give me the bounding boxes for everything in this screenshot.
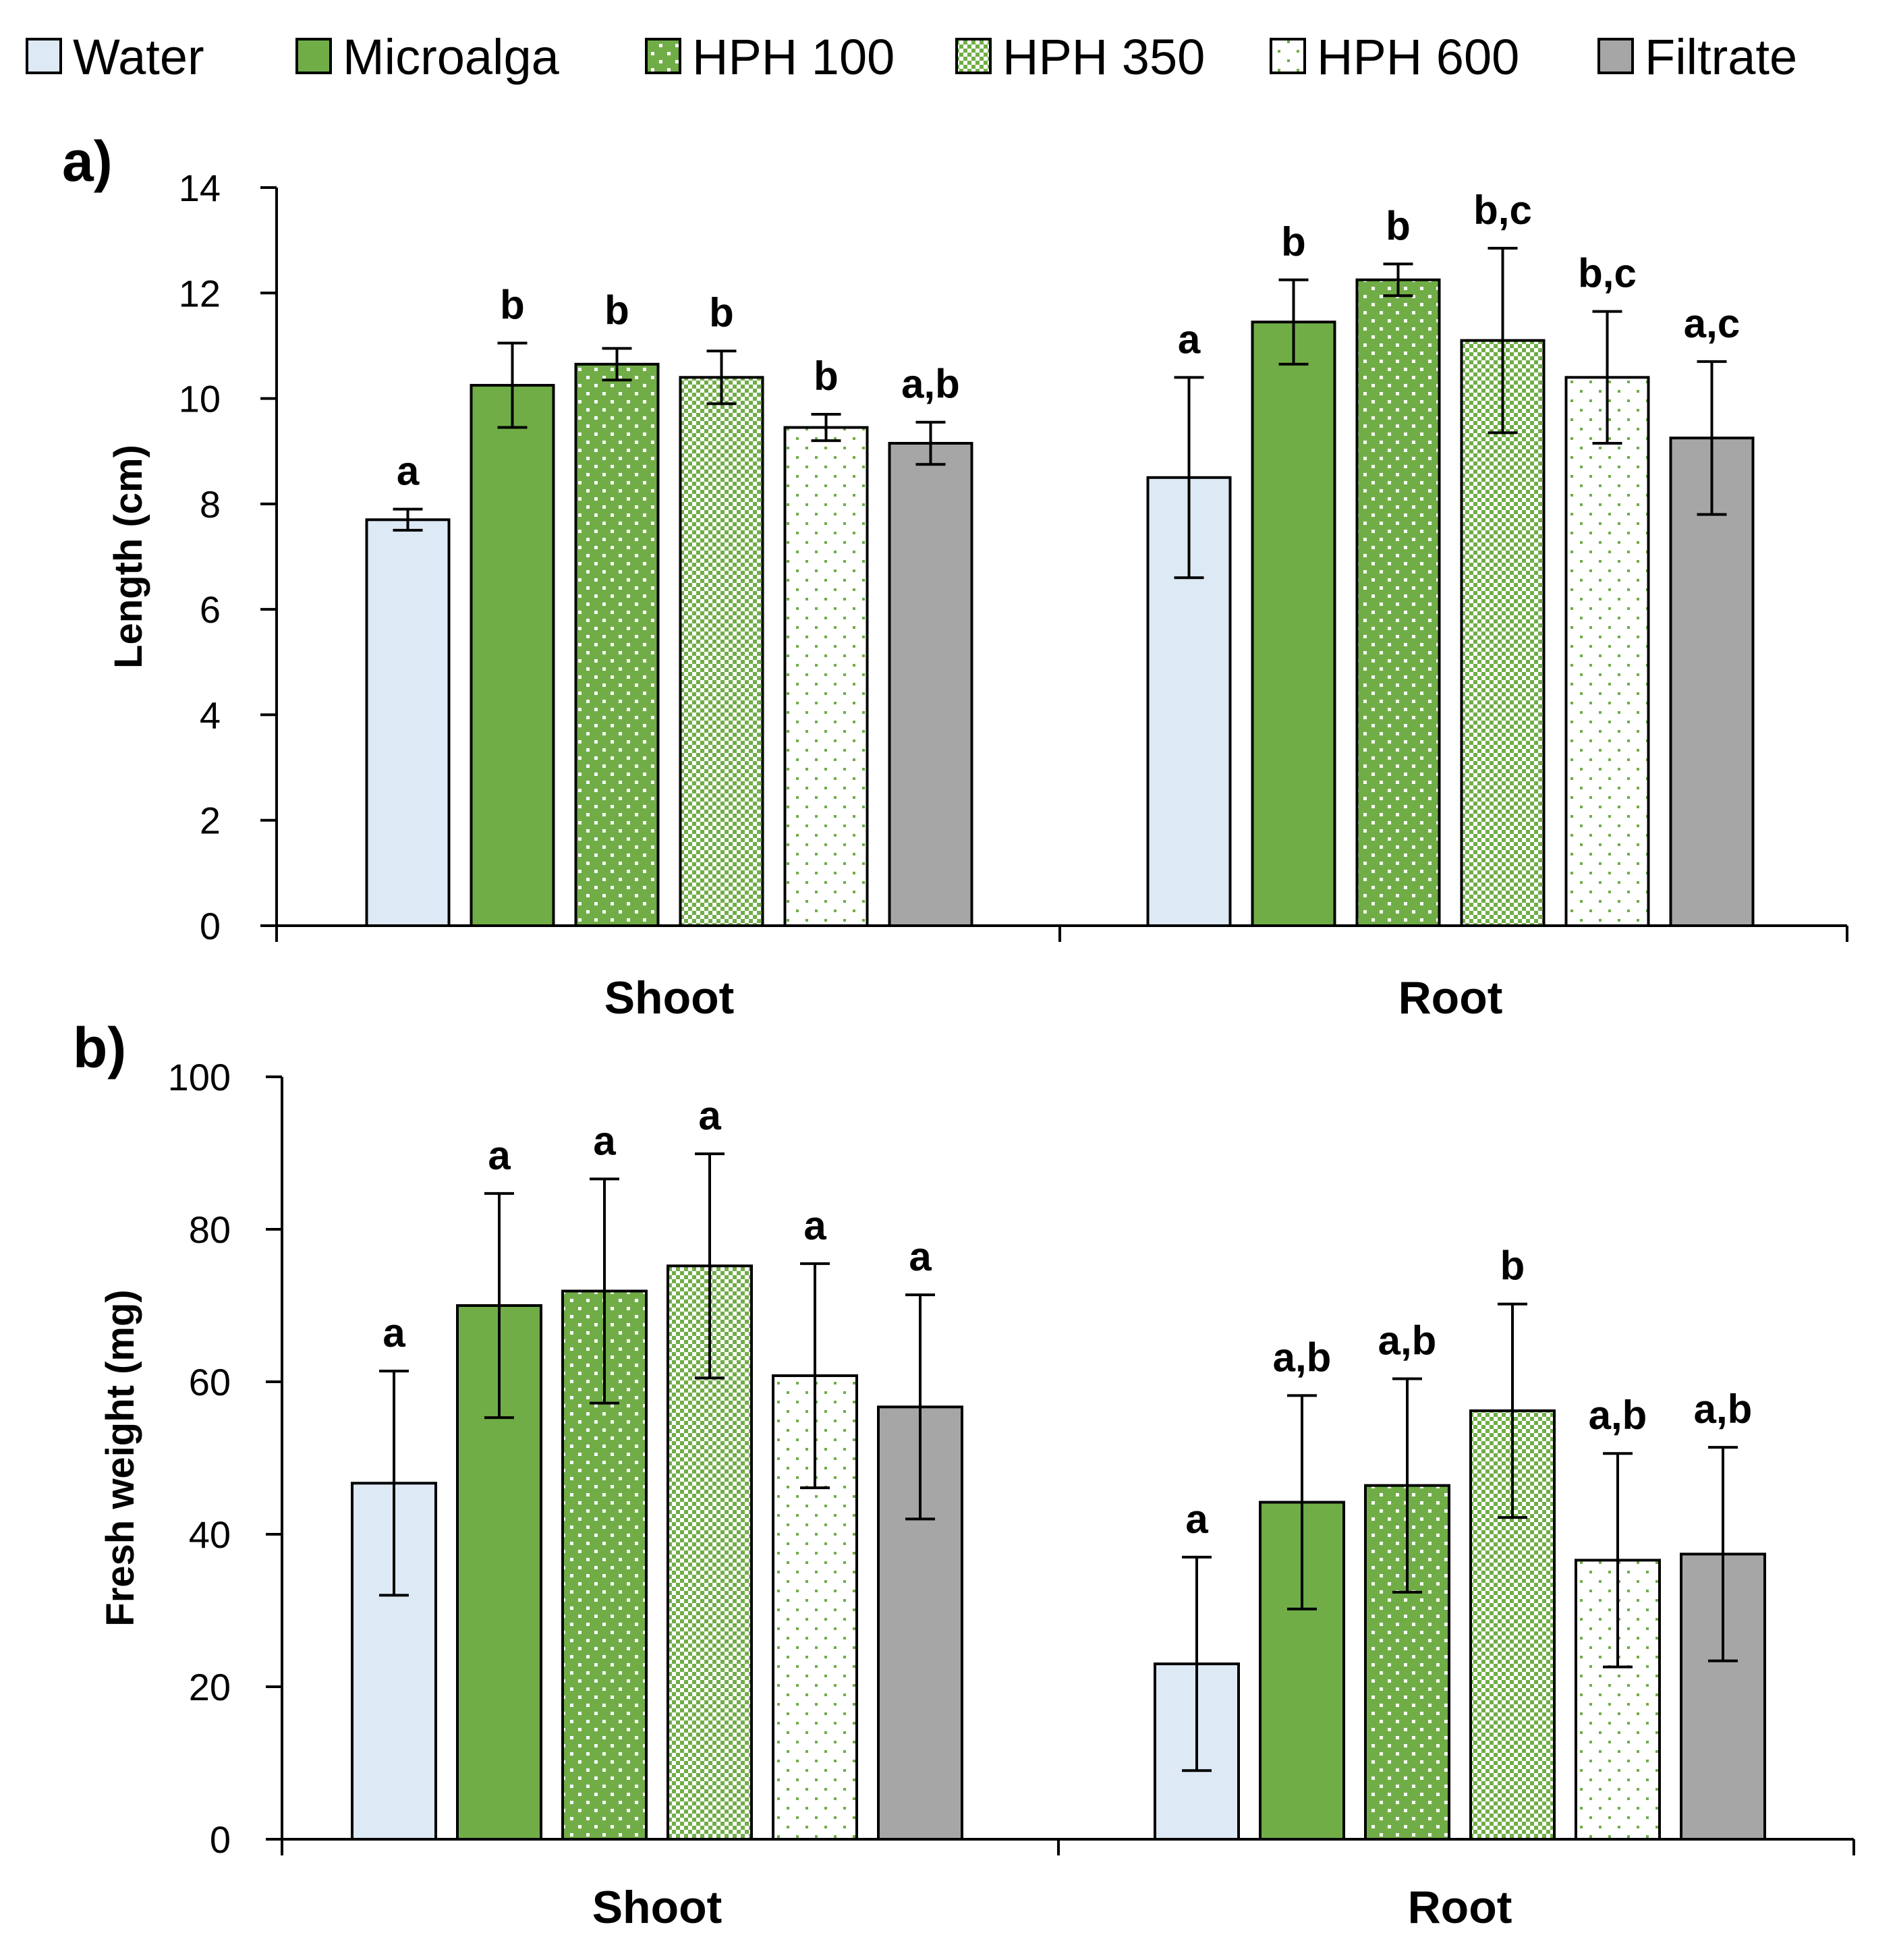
significance-letter: a xyxy=(698,1093,721,1138)
legend-label-water: Water xyxy=(73,29,204,85)
y-axis-title: Length (cm) xyxy=(107,445,150,669)
legend-swatch-water xyxy=(26,38,62,74)
significance-letter: b xyxy=(1386,203,1411,248)
y-tick-label: 20 xyxy=(189,1666,231,1708)
significance-letter: b xyxy=(814,354,839,399)
bar-water-root xyxy=(1146,476,1232,927)
significance-letter: a,b xyxy=(1589,1393,1647,1438)
category-label-root: Root xyxy=(1398,972,1503,1024)
significance-letter: a,b xyxy=(901,362,960,407)
significance-letter: a xyxy=(1185,1496,1208,1542)
panel-label: a) xyxy=(62,130,113,193)
significance-letter: a xyxy=(1178,316,1201,362)
significance-letter: a xyxy=(397,449,420,494)
legend-swatch-hph100 xyxy=(645,38,681,74)
significance-letter: b xyxy=(709,290,734,335)
category-label-root: Root xyxy=(1408,1882,1512,1933)
significance-letter: a,b xyxy=(1378,1318,1437,1363)
panel-a: a) 0 2 4 6 8 10 12 14 Length (cm) Shoot Root a a b b b b b… xyxy=(62,130,1848,1024)
bar-microalga-root xyxy=(1251,320,1336,927)
y-tick-label: 12 xyxy=(179,272,221,314)
significance-letter: b xyxy=(1500,1243,1525,1289)
bar-water-shoot xyxy=(365,518,451,927)
significance-letter: a xyxy=(593,1118,616,1163)
legend-swatch-hph350 xyxy=(955,38,992,74)
legend-label-filtrate: Filtrate xyxy=(1645,29,1797,85)
legend-label-hph100: HPH 100 xyxy=(692,29,895,85)
significance-letter: a xyxy=(803,1203,826,1248)
significance-letter: a xyxy=(488,1133,511,1178)
significance-letter: a xyxy=(909,1234,932,1279)
legend-label-hph350: HPH 350 xyxy=(1002,29,1205,85)
y-tick-label: 2 xyxy=(200,800,221,842)
y-tick-label: 4 xyxy=(200,694,221,736)
significance-letter: b,c xyxy=(1578,251,1637,296)
y-tick-label: 60 xyxy=(189,1361,231,1403)
y-tick-label: 80 xyxy=(189,1208,231,1251)
legend-label-hph600: HPH 600 xyxy=(1317,29,1519,85)
significance-letter: b xyxy=(1281,219,1306,264)
y-tick-label: 6 xyxy=(200,588,221,631)
category-label-shoot: Shoot xyxy=(592,1882,723,1933)
significance-letter: a xyxy=(383,1310,405,1355)
significance-letter: b xyxy=(604,287,629,333)
bar-hph100-root xyxy=(1355,278,1441,927)
significance-letter: a,b xyxy=(1694,1387,1753,1432)
bar-filtrate-shoot xyxy=(877,1405,963,1841)
panel-b: b) 0 20 40 60 80 100 Fresh weight (mg) Shoot Root… xyxy=(73,1016,1855,1933)
y-tick-label: 8 xyxy=(200,483,221,526)
significance-letter: b,c xyxy=(1473,188,1532,233)
bar-hph350-shoot xyxy=(679,376,764,927)
y-tick-label: 100 xyxy=(168,1056,231,1098)
bar-filtrate-shoot xyxy=(888,441,973,927)
y-tick-label: 14 xyxy=(179,167,221,209)
bar-hph600-root xyxy=(1564,376,1650,927)
legend: Water Microalga HPH 100 HPH 350 HPH 600 Filtr… xyxy=(26,29,1797,85)
legend-swatch-microalga xyxy=(295,38,332,74)
panel-label: b) xyxy=(73,1016,126,1080)
y-tick-label: 0 xyxy=(210,1818,231,1861)
bar-hph600-shoot xyxy=(783,426,869,927)
bar-filtrate-root xyxy=(1669,437,1755,927)
significance-letter: a,c xyxy=(1684,301,1740,346)
significance-letter: a,b xyxy=(1273,1335,1332,1380)
category-label-shoot: Shoot xyxy=(604,972,735,1024)
bar-hph350-root xyxy=(1460,339,1546,928)
significance-letter: b xyxy=(500,283,525,328)
y-axis-title: Fresh weight (mg) xyxy=(98,1289,142,1626)
y-tick-label: 10 xyxy=(179,378,221,420)
y-tick-label: 0 xyxy=(200,905,221,947)
y-tick-label: 40 xyxy=(189,1513,231,1556)
legend-label-microalga: Microalga xyxy=(343,29,560,85)
bar-hph100-shoot xyxy=(574,362,660,927)
legend-swatch-hph600 xyxy=(1270,38,1306,74)
legend-swatch-filtrate xyxy=(1597,38,1634,74)
bar-microalga-shoot xyxy=(470,384,555,927)
